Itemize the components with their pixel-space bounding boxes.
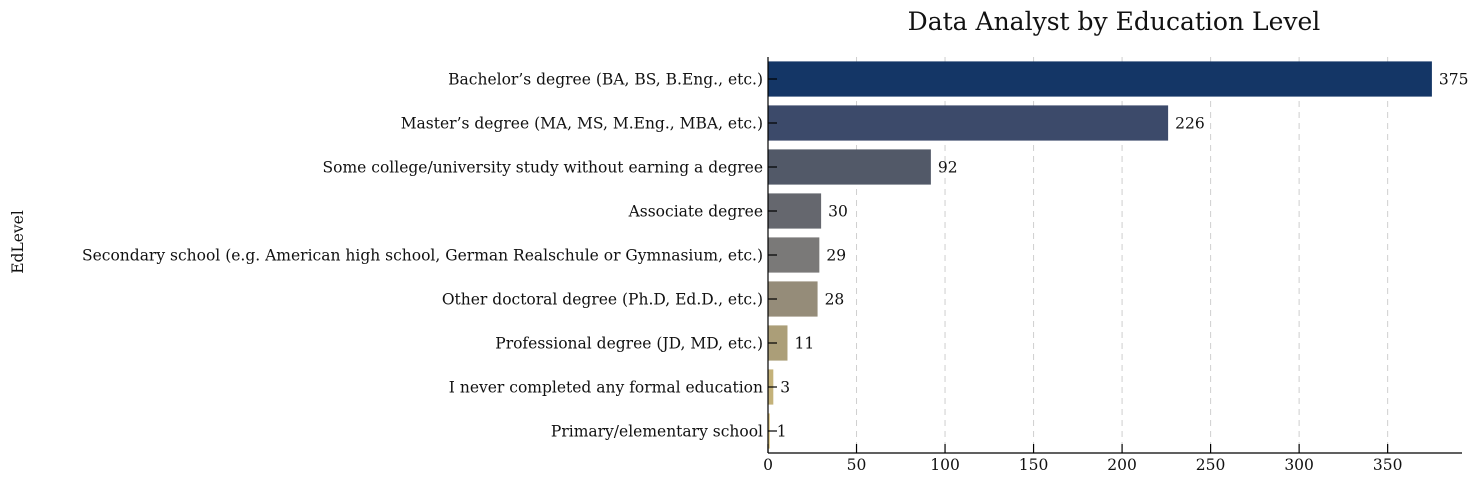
x-tick-label-7: 350	[1373, 456, 1403, 474]
value-label-6: 28	[825, 291, 845, 309]
value-label-5: 29	[826, 247, 846, 265]
chart-title: Data Analyst by Education Level	[908, 7, 1321, 36]
x-tick-label-3: 150	[1019, 456, 1049, 474]
category-label-2: Master’s degree (MA, MS, M.Eng., MBA, et…	[401, 115, 763, 133]
bar-3	[768, 149, 931, 185]
category-label-5: Secondary school (e.g. American high sch…	[82, 247, 763, 265]
y-axis: Bachelor’s degree (BA, BS, B.Eng., etc.)…	[82, 57, 777, 453]
category-label-7: Professional degree (JD, MD, etc.)	[495, 335, 763, 353]
x-tick-label-1: 50	[847, 456, 867, 474]
value-label-9: 1	[777, 423, 787, 441]
value-label-7: 11	[794, 335, 814, 353]
y-axis-label: EdLevel	[9, 210, 27, 274]
category-label-3: Some college/university study without ea…	[323, 159, 763, 177]
x-tick-label-6: 300	[1284, 456, 1314, 474]
value-label-8: 3	[780, 379, 790, 397]
value-label-1: 375	[1439, 71, 1469, 89]
bar-7	[768, 325, 788, 361]
category-label-9: Primary/elementary school	[551, 423, 763, 441]
category-label-1: Bachelor’s degree (BA, BS, B.Eng., etc.)	[448, 71, 763, 89]
x-tick-label-0: 0	[763, 456, 773, 474]
x-tick-label-2: 100	[930, 456, 960, 474]
bars	[768, 61, 1432, 449]
category-label-4: Associate degree	[628, 203, 763, 221]
x-tick-label-5: 250	[1196, 456, 1226, 474]
value-label-2: 226	[1175, 115, 1205, 133]
category-label-6: Other doctoral degree (Ph.D, Ed.D., etc.…	[442, 291, 763, 309]
value-label-3: 92	[938, 159, 958, 177]
value-label-4: 30	[828, 203, 848, 221]
x-tick-label-4: 200	[1107, 456, 1137, 474]
x-axis: 0 50 100 150 200 250 300 350	[763, 444, 1462, 474]
value-labels: 375 226 92 30 29 28 11 3 1	[777, 71, 1469, 441]
bar-2	[768, 105, 1169, 141]
bar-1	[768, 61, 1432, 97]
category-label-8: I never completed any formal education	[449, 379, 763, 397]
